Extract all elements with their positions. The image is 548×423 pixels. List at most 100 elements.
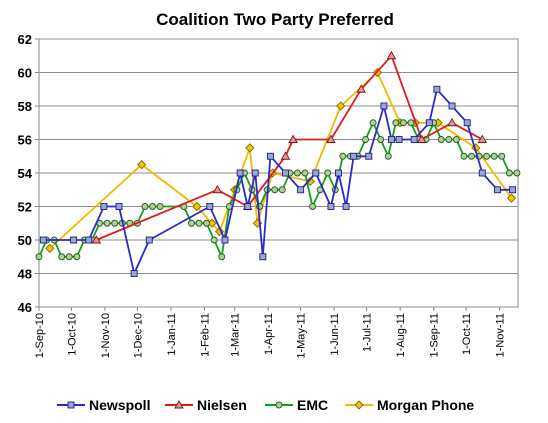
legend-item-morgan-phone: Morgan Phone: [345, 397, 474, 413]
data-point-emc: [35, 253, 43, 261]
legend-label: Newspoll: [89, 397, 150, 413]
data-point-newspoll: [350, 152, 358, 160]
y-tick-label: 58: [18, 99, 32, 114]
data-point-emc: [149, 203, 156, 210]
data-point-emc: [293, 169, 301, 177]
x-tick-label: 1-Nov-10: [100, 313, 112, 358]
data-point-morgan-phone: [305, 176, 316, 187]
data-point-nielsen: [386, 50, 397, 60]
y-tick-label: 62: [18, 32, 32, 47]
legend-marker: [275, 401, 283, 409]
data-point-newspoll: [388, 136, 395, 143]
data-point-emc: [513, 169, 521, 177]
data-point-newspoll: [244, 203, 252, 210]
data-point-nielsen: [288, 134, 298, 143]
x-axis: 1-Sep-10 1-Oct-10 1-Nov-10 1-Dec-10 1-Jan-11…: [34, 307, 507, 359]
y-tick-label: 54: [18, 166, 33, 181]
data-point-nielsen: [447, 117, 457, 127]
data-point-morgan-phone: [137, 159, 147, 170]
data-point-emc: [156, 203, 164, 210]
data-point-newspoll: [478, 169, 486, 177]
x-tick-label: 1-Feb-11: [199, 313, 211, 357]
data-point-emc: [452, 136, 460, 143]
legend-label: EMC: [297, 397, 328, 413]
x-tick-label: 1-May-11: [296, 313, 308, 359]
series-line-newspoll: [43, 88, 513, 275]
legend-label: Nielsen: [197, 397, 247, 413]
data-point-morgan-phone: [336, 101, 346, 111]
legend-item-nielsen: Nielsen: [165, 397, 247, 413]
y-tick-label: 48: [18, 267, 32, 282]
x-tick-label: 1-Aug-11: [395, 313, 407, 357]
data-point-emc: [369, 119, 377, 127]
data-point-nielsen: [212, 184, 223, 194]
plot-series: [35, 50, 521, 277]
data-point-newspoll: [251, 169, 259, 177]
y-tick-label: 60: [18, 66, 32, 81]
data-point-emc: [324, 169, 332, 177]
y-tick-label: 56: [18, 133, 32, 148]
chart-title: Coalition Two Party Preferred: [156, 10, 394, 29]
data-point-newspoll: [327, 203, 335, 210]
y-axis: 46 48 50 52 54 56 58 60 62: [18, 32, 39, 315]
data-point-newspoll: [365, 152, 373, 160]
data-point-newspoll: [380, 102, 388, 110]
data-point-emc: [203, 219, 211, 227]
data-point-newspoll: [312, 169, 320, 177]
series-newspoll: [39, 85, 517, 277]
data-point-newspoll: [206, 203, 214, 210]
y-tick-label: 52: [18, 200, 32, 215]
x-tick-label: 1-Jul-11: [362, 313, 374, 352]
data-point-newspoll: [236, 169, 244, 177]
data-point-emc: [377, 136, 385, 143]
data-point-newspoll: [433, 85, 441, 93]
data-point-morgan-phone: [192, 201, 202, 212]
data-point-newspoll: [494, 186, 501, 194]
series-line-nielsen: [95, 54, 483, 241]
data-point-emc: [210, 236, 218, 244]
x-tick-label: 1-Oct-10: [66, 313, 78, 356]
data-point-newspoll: [448, 102, 456, 110]
data-point-emc: [58, 253, 66, 261]
data-point-newspoll: [115, 203, 123, 210]
x-tick-label: 1-Jun-11: [329, 313, 341, 356]
data-point-emc: [73, 253, 81, 261]
data-point-emc: [65, 253, 73, 261]
data-point-emc: [445, 136, 453, 143]
legend-label: Morgan Phone: [377, 397, 474, 413]
data-point-newspoll: [266, 152, 274, 160]
data-point-emc: [103, 219, 111, 227]
legend-marker: [67, 401, 75, 409]
data-point-emc: [278, 186, 286, 194]
data-point-newspoll: [259, 253, 267, 261]
data-point-newspoll: [509, 186, 517, 194]
data-point-emc: [309, 203, 317, 210]
data-point-emc: [437, 136, 445, 143]
legend-item-newspoll: Newspoll: [57, 397, 150, 413]
data-point-newspoll: [100, 203, 108, 210]
data-point-emc: [483, 152, 491, 160]
data-point-newspoll: [297, 186, 305, 194]
series-nielsen: [91, 50, 488, 244]
data-point-emc: [362, 136, 369, 143]
data-point-emc: [505, 169, 513, 177]
data-point-emc: [384, 152, 392, 160]
data-point-newspoll: [221, 236, 229, 244]
x-tick-label: 1-Oct-11: [461, 313, 473, 355]
data-point-morgan-phone: [245, 143, 255, 153]
data-point-emc: [399, 119, 407, 127]
data-point-emc: [218, 253, 226, 261]
data-point-nielsen: [416, 134, 427, 143]
legend-marker: [354, 400, 364, 410]
data-point-newspoll: [145, 236, 153, 244]
series-emc: [35, 119, 521, 261]
data-point-emc: [392, 119, 400, 127]
data-point-emc: [468, 152, 475, 160]
gridlines: [38, 38, 519, 308]
data-point-newspoll: [70, 236, 78, 244]
data-point-newspoll: [85, 236, 93, 244]
data-point-nielsen: [326, 134, 336, 143]
legend: Newspoll Nielsen EMC Morgan Phone: [57, 397, 474, 413]
legend-item-emc: EMC: [265, 397, 328, 413]
